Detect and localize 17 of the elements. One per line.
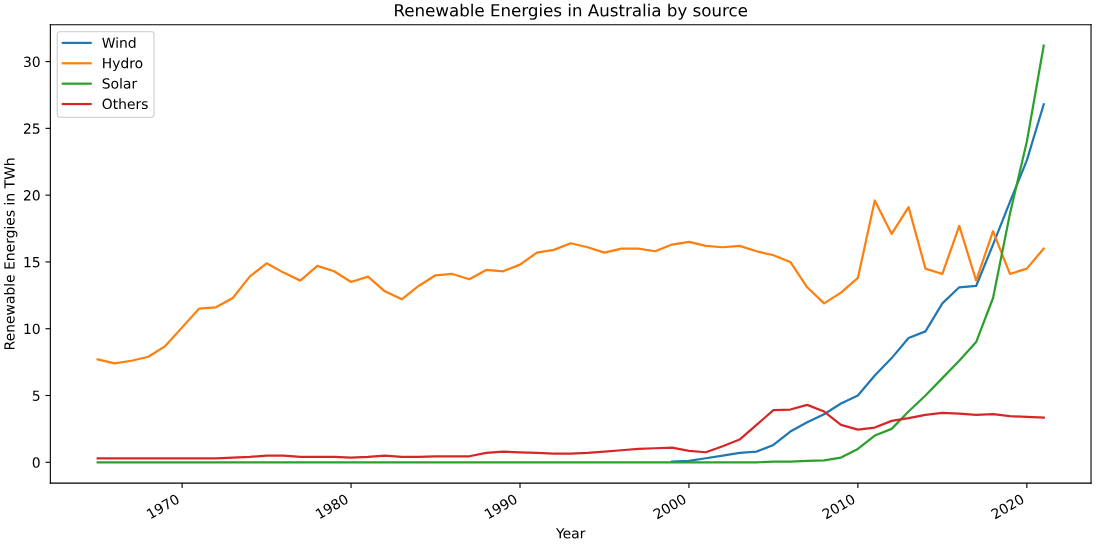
y-tick-label: 25 xyxy=(23,123,40,134)
line-series xyxy=(670,103,1045,463)
legend-label: Others xyxy=(102,98,148,110)
y-tick-label: 5 xyxy=(32,390,40,401)
line-series xyxy=(96,199,1045,365)
y-tick-label: 0 xyxy=(32,457,40,468)
y-tick-label: 10 xyxy=(24,323,40,335)
legend-label: Wind xyxy=(102,37,136,48)
y-tick-label: 20 xyxy=(23,190,40,201)
x-axis-title: Year xyxy=(555,528,586,539)
y-tick-label: 15 xyxy=(24,257,40,268)
y-axis-title: Renewable Energies in TWh xyxy=(3,158,18,350)
chart-title: Renewable Energies in Australia by source xyxy=(395,3,748,20)
legend-label: Hydro xyxy=(103,57,143,72)
y-tick-label: 30 xyxy=(24,56,40,68)
line-series xyxy=(96,403,1045,460)
legend-label: Solar xyxy=(102,77,138,89)
